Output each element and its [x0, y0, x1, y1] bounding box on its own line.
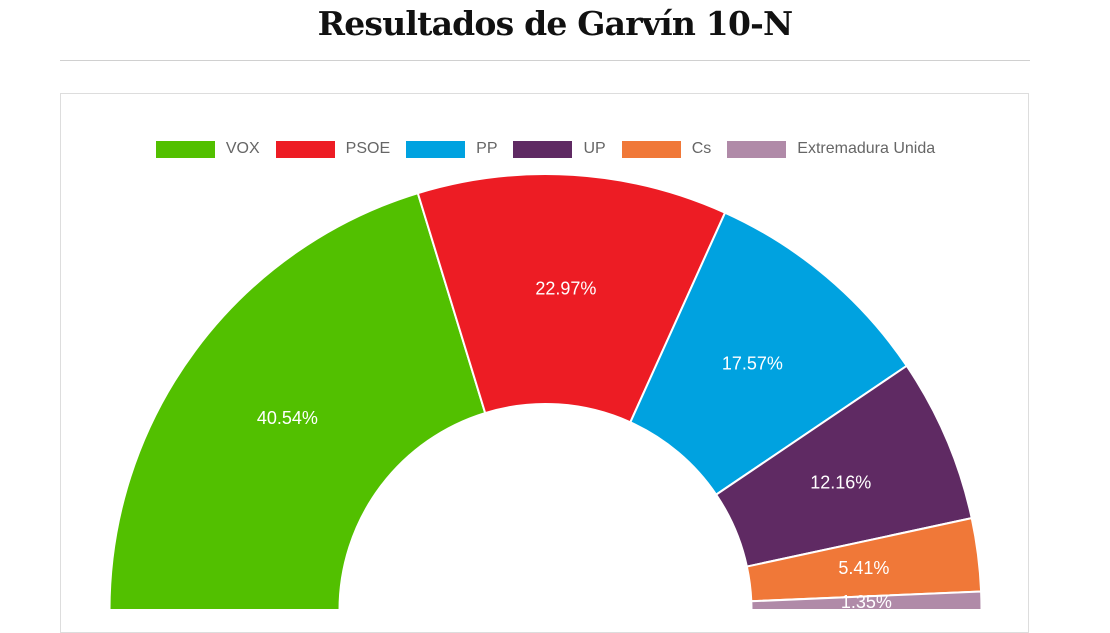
legend-label: PSOE — [345, 140, 391, 157]
legend-swatch — [727, 140, 787, 158]
slice-label: 17.57% — [722, 353, 783, 373]
title-divider — [60, 60, 1030, 61]
page-title: Resultados de Garvín 10-N — [317, 4, 794, 43]
legend-label: Cs — [691, 140, 712, 157]
legend-swatch — [406, 140, 466, 158]
half-donut-chart: 40.54% 22.97% 17.57% 12.16% 5.41% 1.35% — [108, 173, 983, 612]
legend-item[interactable]: Extremadura Unida — [727, 140, 935, 158]
slice-psoe[interactable] — [416, 173, 727, 424]
legend-label: Extremadura Unida — [797, 140, 936, 157]
slice-label: 5.41% — [838, 558, 889, 578]
legend-swatch — [513, 140, 573, 158]
chart-legend: VOX PSOE PP UP Cs Extremadura Unida — [61, 138, 1028, 160]
legend-item[interactable]: PP — [406, 140, 497, 158]
legend-item[interactable]: VOX — [155, 140, 260, 158]
legend-swatch — [275, 140, 335, 158]
slice-label: 12.16% — [810, 473, 871, 493]
slice-label: 22.97% — [535, 278, 596, 298]
slice-label: 1.35% — [841, 592, 892, 612]
legend-item[interactable]: PSOE — [275, 140, 391, 158]
legend-swatch — [155, 140, 215, 158]
slice-label: 40.54% — [257, 408, 318, 428]
legend-label: VOX — [225, 140, 260, 157]
chart-card: VOX PSOE PP UP Cs Extremadura Unida 40.54% 22.… — [60, 93, 1029, 633]
legend-label: PP — [476, 140, 498, 157]
legend-item[interactable]: UP — [513, 140, 606, 158]
legend-label: UP — [583, 140, 606, 157]
legend-item[interactable]: Cs — [621, 140, 712, 158]
legend-swatch — [621, 140, 681, 158]
slice-vox[interactable] — [108, 191, 487, 611]
